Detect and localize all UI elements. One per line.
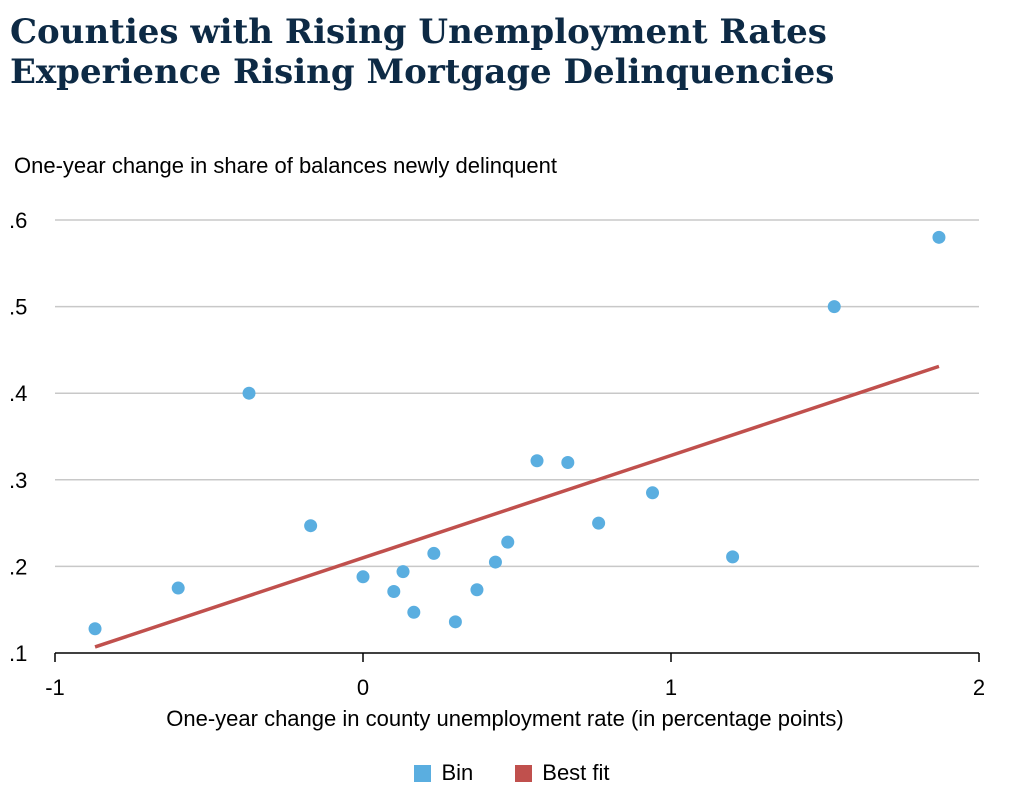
x-tick-label: 1 <box>665 675 677 700</box>
legend-label-best-fit: Best fit <box>542 760 610 785</box>
legend-item-bin: Bin <box>414 760 473 786</box>
scatter-chart: .1 .2 .3 .4 .5 .6 -1 0 1 2 One-year change in cou… <box>9 208 985 731</box>
x-tick-label: 0 <box>357 675 369 700</box>
data-point <box>242 386 256 400</box>
data-point <box>488 555 502 569</box>
data-point <box>356 570 370 584</box>
data-point <box>396 565 410 579</box>
data-point <box>530 454 544 468</box>
data-point <box>726 550 740 564</box>
chart-title: Counties with Rising Unemployment Rates … <box>10 12 835 92</box>
y-tick-label: .2 <box>9 554 27 579</box>
points-layer <box>88 230 946 636</box>
legend-swatch-best-fit <box>515 764 533 782</box>
data-point <box>932 230 946 244</box>
data-point <box>646 486 660 500</box>
data-point <box>448 615 462 629</box>
y-tick-label: .4 <box>9 381 27 406</box>
data-point <box>561 455 575 469</box>
x-tick-label: 2 <box>973 675 985 700</box>
x-axis-label: One-year change in county unemployment r… <box>166 706 844 731</box>
tick-labels: .1 .2 .3 .4 .5 .6 -1 0 1 2 <box>9 208 985 700</box>
legend-swatch-bin <box>414 764 432 782</box>
data-point <box>470 583 484 597</box>
y-axis-label: One-year change in share of balances new… <box>14 153 558 178</box>
legend-label-bin: Bin <box>441 760 474 785</box>
data-point <box>407 605 421 619</box>
y-tick-label: .6 <box>9 208 27 233</box>
legend-item-best-fit: Best fit <box>515 760 610 786</box>
grid-lines <box>55 219 979 568</box>
data-point <box>501 535 515 549</box>
best-fit-layer <box>94 364 940 649</box>
y-tick-label: .3 <box>9 468 27 493</box>
y-tick-label: .5 <box>9 295 27 320</box>
data-point <box>827 300 841 314</box>
data-point <box>171 581 185 595</box>
data-point <box>427 546 441 560</box>
data-point <box>88 622 102 636</box>
data-point <box>592 516 606 530</box>
data-point <box>304 519 318 533</box>
legend: Bin Best fit <box>0 760 1016 786</box>
data-point <box>387 585 401 599</box>
x-tick-label: -1 <box>45 675 65 700</box>
axes <box>54 652 980 662</box>
best-fit-line <box>94 364 940 649</box>
y-tick-label: .1 <box>9 641 27 666</box>
